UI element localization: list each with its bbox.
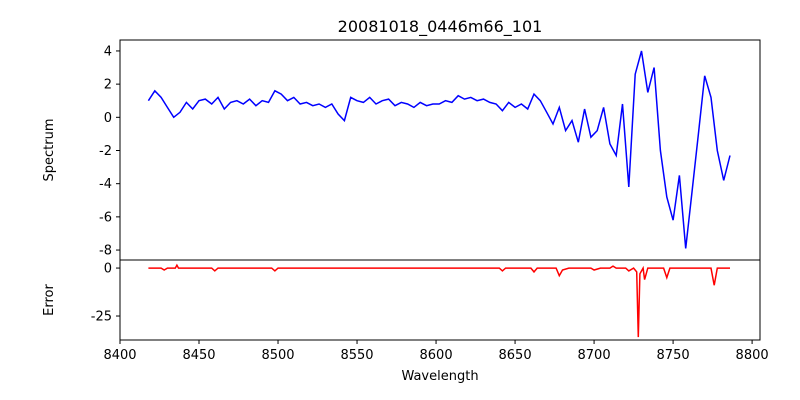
x-tick-label: 8600 xyxy=(420,348,453,363)
series-line xyxy=(147,50,731,249)
x-tick-label: 8550 xyxy=(340,348,373,363)
y-tick-label: 0 xyxy=(104,262,112,277)
x-tick-label: 8700 xyxy=(578,348,611,363)
y-tick-label: -2 xyxy=(99,144,112,159)
axes-frame xyxy=(119,259,761,341)
x-tick-label: 8400 xyxy=(103,348,136,363)
y-tick-label: -6 xyxy=(99,210,112,225)
spectrum-ylabel: Spectrum xyxy=(42,119,57,182)
x-tick-label: 8450 xyxy=(182,348,215,363)
error-axes: 0 -25 8400 8450 8500 8550 8600 8650 8700 8750 8800 xyxy=(91,259,769,363)
y-tick-label: 0 xyxy=(104,111,112,126)
y-tick-label: -4 xyxy=(99,177,112,192)
series-line xyxy=(148,263,730,338)
chart-title: 20081018_0446m66_101 xyxy=(338,17,543,37)
y-tick-label: -8 xyxy=(99,244,112,259)
x-tick-label: 8750 xyxy=(657,348,690,363)
x-tick-label: 8800 xyxy=(736,348,769,363)
y-tick-label: 4 xyxy=(104,44,112,59)
x-tick-label: 8500 xyxy=(261,348,294,363)
y-tick-label: -25 xyxy=(91,310,112,325)
x-axis-label: Wavelength xyxy=(401,369,478,384)
y-tick-label: 2 xyxy=(104,78,112,93)
x-tick-label: 8650 xyxy=(499,348,532,363)
axes-frame xyxy=(119,39,761,261)
error-ylabel: Error xyxy=(42,284,57,316)
spectrum-axes: 4 2 0 -2 -4 -6 -8 xyxy=(99,39,761,261)
